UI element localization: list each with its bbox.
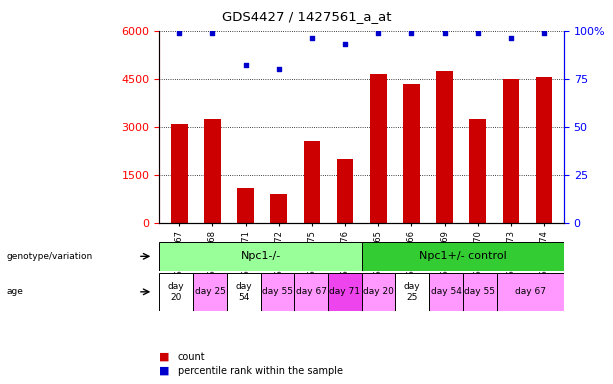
Bar bbox=[159, 242, 362, 271]
Bar bbox=[328, 273, 362, 311]
Text: day 54: day 54 bbox=[430, 287, 462, 296]
Text: day 25: day 25 bbox=[194, 287, 226, 296]
Text: ■: ■ bbox=[159, 366, 170, 376]
Text: Npc1-/-: Npc1-/- bbox=[240, 251, 281, 262]
Point bbox=[274, 66, 284, 72]
Bar bbox=[294, 273, 328, 311]
Text: age: age bbox=[6, 287, 23, 296]
Text: percentile rank within the sample: percentile rank within the sample bbox=[178, 366, 343, 376]
Bar bbox=[303, 141, 320, 223]
Point bbox=[241, 62, 251, 68]
Text: ■: ■ bbox=[159, 352, 170, 362]
Point bbox=[440, 30, 449, 36]
Bar bbox=[463, 273, 497, 311]
Text: day 67: day 67 bbox=[515, 287, 546, 296]
Point bbox=[174, 30, 184, 36]
Text: day 20: day 20 bbox=[363, 287, 394, 296]
Point bbox=[307, 35, 317, 41]
Bar bbox=[370, 74, 387, 223]
Bar bbox=[503, 79, 519, 223]
Bar bbox=[270, 194, 287, 223]
Text: genotype/variation: genotype/variation bbox=[6, 252, 93, 261]
Text: day
25: day 25 bbox=[404, 282, 421, 301]
Bar bbox=[171, 124, 188, 223]
Bar bbox=[362, 273, 395, 311]
Point bbox=[539, 30, 549, 36]
Text: day 71: day 71 bbox=[329, 287, 360, 296]
Text: day 55: day 55 bbox=[464, 287, 495, 296]
Bar bbox=[436, 71, 453, 223]
Bar bbox=[261, 273, 294, 311]
Bar bbox=[227, 273, 261, 311]
Text: day 55: day 55 bbox=[262, 287, 293, 296]
Text: day 67: day 67 bbox=[295, 287, 327, 296]
Bar bbox=[470, 119, 486, 223]
Bar bbox=[536, 77, 552, 223]
Bar bbox=[193, 273, 227, 311]
Bar bbox=[237, 187, 254, 223]
Point bbox=[373, 30, 383, 36]
Bar bbox=[362, 242, 564, 271]
Bar bbox=[403, 84, 420, 223]
Point bbox=[473, 30, 482, 36]
Point bbox=[340, 41, 350, 47]
Text: Npc1+/- control: Npc1+/- control bbox=[419, 251, 507, 262]
Bar bbox=[159, 273, 193, 311]
Bar bbox=[395, 273, 429, 311]
Text: day
20: day 20 bbox=[168, 282, 185, 301]
Text: count: count bbox=[178, 352, 205, 362]
Text: day
54: day 54 bbox=[235, 282, 252, 301]
Bar bbox=[337, 159, 353, 223]
Point bbox=[406, 30, 416, 36]
Text: GDS4427 / 1427561_a_at: GDS4427 / 1427561_a_at bbox=[222, 10, 391, 23]
Point bbox=[208, 30, 218, 36]
Bar bbox=[429, 273, 463, 311]
Bar bbox=[204, 119, 221, 223]
Point bbox=[506, 35, 516, 41]
Bar bbox=[497, 273, 564, 311]
